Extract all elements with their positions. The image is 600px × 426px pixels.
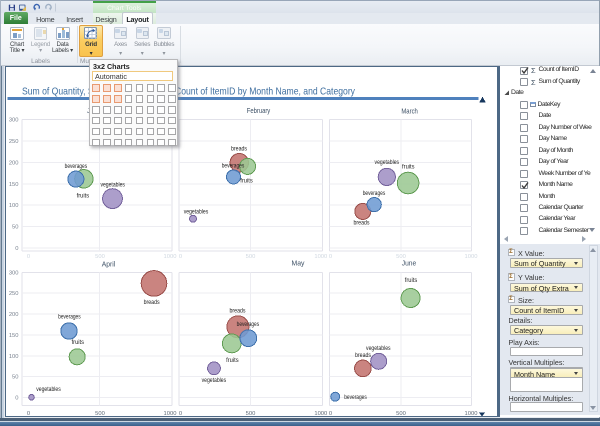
svg-text:100: 100 (9, 203, 19, 209)
svg-text:vegetables: vegetables (36, 386, 61, 393)
svg-text:200: 200 (9, 312, 19, 318)
svg-text:breads: breads (354, 220, 371, 227)
svg-text:300: 300 (9, 118, 19, 124)
svg-text:February: February (247, 107, 271, 115)
svg-text:500: 500 (246, 254, 256, 260)
svg-text:1000: 1000 (314, 254, 327, 260)
svg-text:1000: 1000 (164, 411, 177, 417)
svg-text:beverages: beverages (222, 163, 245, 170)
svg-text:0: 0 (27, 254, 30, 260)
svg-text:beverages: beverages (344, 394, 367, 401)
svg-text:vegetables: vegetables (366, 345, 391, 352)
svg-text:breads: breads (144, 299, 161, 306)
svg-text:fruits: fruits (402, 164, 415, 171)
svg-text:500: 500 (95, 254, 105, 260)
svg-text:1000: 1000 (465, 411, 478, 417)
svg-text:breads: breads (355, 352, 372, 359)
svg-text:200: 200 (9, 160, 19, 166)
svg-text:vegetables: vegetables (375, 159, 400, 166)
svg-text:vegetables: vegetables (100, 182, 125, 189)
svg-text:fruits: fruits (405, 277, 418, 284)
svg-text:fruits: fruits (72, 339, 85, 346)
svg-text:150: 150 (9, 333, 19, 339)
svg-text:0: 0 (329, 254, 332, 260)
svg-text:500: 500 (396, 254, 406, 260)
svg-text:100: 100 (9, 354, 19, 360)
svg-text:beverages: beverages (65, 163, 88, 170)
svg-text:250: 250 (9, 291, 19, 297)
svg-text:breads: breads (231, 145, 248, 152)
svg-text:beverages: beverages (237, 321, 260, 328)
svg-text:beverages: beverages (363, 190, 386, 197)
svg-text:Sum of Quantity, Sum of Qty Ex: Sum of Quantity, Sum of Qty Extra, and C… (22, 85, 356, 97)
svg-text:50: 50 (12, 375, 18, 381)
svg-text:beverages: beverages (58, 314, 81, 321)
svg-text:0: 0 (179, 411, 182, 417)
svg-text:June: June (402, 259, 417, 267)
svg-text:May: May (292, 259, 305, 267)
svg-text:1000: 1000 (164, 254, 177, 260)
svg-text:fruits: fruits (77, 192, 90, 199)
svg-text:fruits: fruits (226, 357, 239, 364)
svg-text:March: March (401, 107, 418, 115)
svg-text:500: 500 (246, 411, 256, 417)
svg-text:500: 500 (95, 411, 105, 417)
svg-text:April: April (102, 261, 116, 269)
svg-text:50: 50 (12, 225, 18, 231)
svg-text:500: 500 (396, 411, 406, 417)
svg-text:150: 150 (9, 182, 19, 188)
svg-text:vegetables: vegetables (202, 377, 227, 384)
svg-text:vegetables: vegetables (184, 209, 209, 216)
svg-text:0: 0 (179, 254, 182, 260)
svg-text:fruits: fruits (240, 177, 253, 184)
svg-text:0: 0 (15, 246, 18, 252)
svg-text:0: 0 (15, 396, 18, 402)
svg-text:0: 0 (27, 411, 30, 417)
svg-text:1000: 1000 (314, 411, 327, 417)
svg-text:breads: breads (230, 307, 247, 314)
svg-text:0: 0 (329, 411, 332, 417)
svg-text:250: 250 (9, 139, 19, 145)
svg-text:1000: 1000 (465, 254, 478, 260)
svg-text:300: 300 (9, 270, 19, 276)
